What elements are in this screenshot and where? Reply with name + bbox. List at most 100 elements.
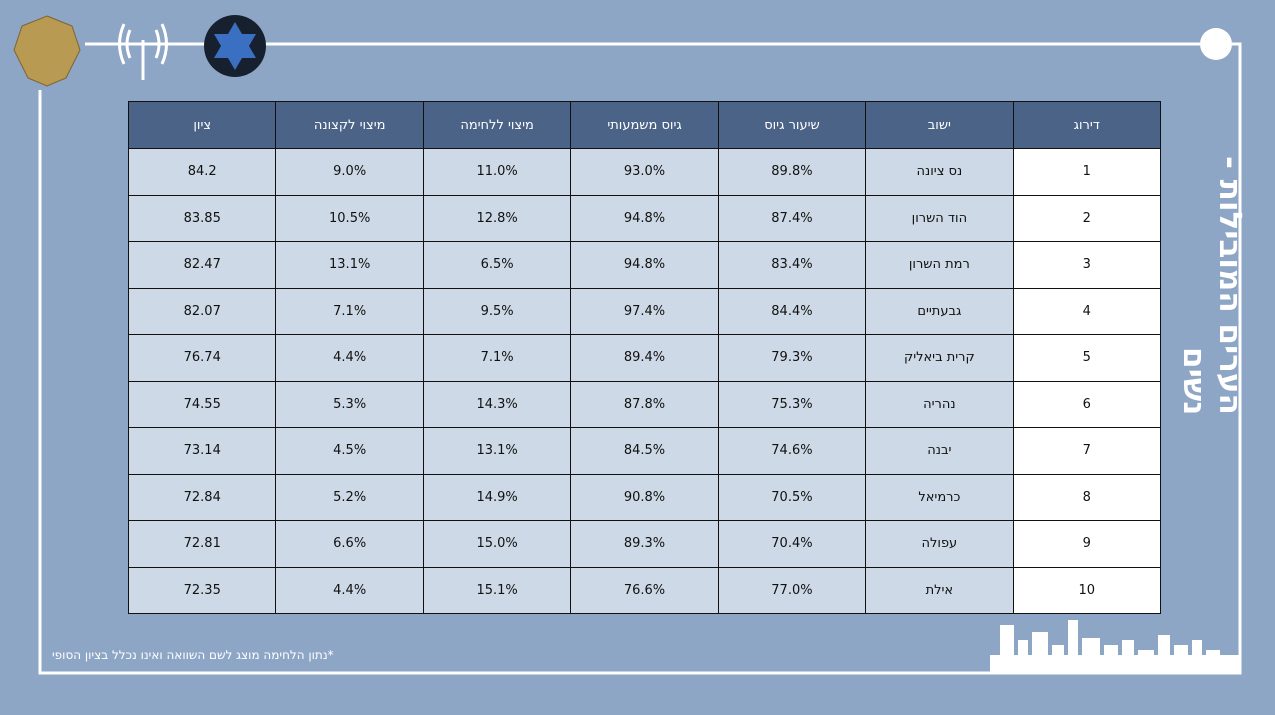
frame-dot <box>1200 28 1232 60</box>
table-cell: נהריה <box>865 380 1014 428</box>
star <box>214 22 256 70</box>
table-cell: 93.0% <box>570 148 719 196</box>
table-cell: 72.35 <box>127 566 277 614</box>
table-cell: 3 <box>1012 241 1162 289</box>
skyline <box>990 620 1240 673</box>
table-cell: 4 <box>1012 287 1162 335</box>
table-cell: 89.3% <box>570 520 719 568</box>
table-cell: 8 <box>1012 473 1162 521</box>
table-cell: 87.8% <box>570 380 719 428</box>
table-cell: 7.1% <box>422 334 572 382</box>
table-cell: הוד השרון <box>865 194 1014 242</box>
table-row: 4 גבעתיים 84.4% 97.4% 9.5% 7.1% 82.07 <box>127 287 1162 335</box>
table-cell: 70.4% <box>717 520 867 568</box>
table-cell: 14.3% <box>422 380 572 428</box>
table-cell: 9.5% <box>422 287 572 335</box>
table-cell: אילת <box>865 566 1014 614</box>
table-cell: 10.5% <box>275 194 424 242</box>
table-cell: 6.5% <box>422 241 572 289</box>
table-cell: 94.8% <box>570 194 719 242</box>
table-cell: 82.47 <box>127 241 277 289</box>
table-row: 8 כרמיאל 70.5% 90.8% 14.9% 5.2% 72.84 <box>127 473 1162 521</box>
table-cell: 15.1% <box>422 566 572 614</box>
table-cell: 84.4% <box>717 287 867 335</box>
table-cell: כרמיאל <box>865 473 1014 521</box>
table-cell: 15.0% <box>422 520 572 568</box>
footnote: *נתון הלחימה מוצג לשם השוואה ואינו נכלל … <box>52 648 334 662</box>
table-cell: 94.8% <box>570 241 719 289</box>
column-header: מיצוי ללחימה <box>422 101 572 149</box>
table-cell: 7 <box>1012 427 1162 475</box>
table-cell: 4.4% <box>275 566 424 614</box>
table-cell: 79.3% <box>717 334 867 382</box>
table-cell: 5 <box>1012 334 1162 382</box>
column-header: גיוס משמעותי <box>570 101 719 149</box>
table-cell: 84.5% <box>570 427 719 475</box>
column-header: שיעור גיוס <box>717 101 867 149</box>
table-cell: קרית ביאליק <box>865 334 1014 382</box>
table-cell: 72.84 <box>127 473 277 521</box>
table-cell: 90.8% <box>570 473 719 521</box>
table-cell: 97.4% <box>570 287 719 335</box>
table-cell: 83.4% <box>717 241 867 289</box>
table-cell: 6.6% <box>275 520 424 568</box>
table-cell: 10 <box>1012 566 1162 614</box>
table-cell: 76.6% <box>570 566 719 614</box>
column-header: דירוג <box>1012 101 1162 149</box>
table-body: 1 נס ציונה 89.8% 93.0% 11.0% 9.0% 84.2 2 הוד השר… <box>127 148 1162 614</box>
table-cell: 1 <box>1012 148 1162 196</box>
table-cell: יבנה <box>865 427 1014 475</box>
table-cell: 9 <box>1012 520 1162 568</box>
table-cell: 89.8% <box>717 148 867 196</box>
table-cell: 14.9% <box>422 473 572 521</box>
table-cell: 6 <box>1012 380 1162 428</box>
table-cell: 87.4% <box>717 194 867 242</box>
table-cell: 77.0% <box>717 566 867 614</box>
table-cell: 2 <box>1012 194 1162 242</box>
table-row: 9 עפולה 70.4% 89.3% 15.0% 6.6% 72.81 <box>127 520 1162 568</box>
table-cell: גבעתיים <box>865 287 1014 335</box>
table-cell: 73.14 <box>127 427 277 475</box>
table-cell: עפולה <box>865 520 1014 568</box>
idf-logo <box>13 15 81 87</box>
header-row: דירוג ישוב שיעור גיוס גיוס משמעותי מיצוי ללח… <box>127 101 1162 149</box>
column-header: ציון <box>127 101 277 149</box>
table-cell: 72.81 <box>127 520 277 568</box>
table-cell: 4.4% <box>275 334 424 382</box>
table-cell: 76.74 <box>127 334 277 382</box>
table-cell: 75.3% <box>717 380 867 428</box>
table-cell: 70.5% <box>717 473 867 521</box>
table-cell: 5.3% <box>275 380 424 428</box>
table-cell: 84.2 <box>127 148 277 196</box>
ranking-table: דירוג ישוב שיעור גיוס גיוס משמעותי מיצוי ללח… <box>127 101 1162 614</box>
table-row: 7 יבנה 74.6% 84.5% 13.1% 4.5% 73.14 <box>127 427 1162 475</box>
table-cell: 7.1% <box>275 287 424 335</box>
radio-logo <box>118 23 168 80</box>
table-row: 2 הוד השרון 87.4% 94.8% 12.8% 10.5% 83.85 <box>127 194 1162 242</box>
table-cell: 9.0% <box>275 148 424 196</box>
table-cell: רמת השרון <box>865 241 1014 289</box>
table-cell: 12.8% <box>422 194 572 242</box>
table-cell: 83.85 <box>127 194 277 242</box>
table-cell: 82.07 <box>127 287 277 335</box>
table-row: 3 רמת השרון 83.4% 94.8% 6.5% 13.1% 82.47 <box>127 241 1162 289</box>
column-header: ישוב <box>865 101 1014 149</box>
table-cell: 74.6% <box>717 427 867 475</box>
title: הערים המובילות - נשים <box>1176 156 1248 415</box>
table-row: 10 אילת 77.0% 76.6% 15.1% 4.4% 72.35 <box>127 566 1162 614</box>
table-row: 1 נס ציונה 89.8% 93.0% 11.0% 9.0% 84.2 <box>127 148 1162 196</box>
table-row: 5 קרית ביאליק 79.3% 89.4% 7.1% 4.4% 76.74 <box>127 334 1162 382</box>
table-cell: נס ציונה <box>865 148 1014 196</box>
table-row: 6 נהריה 75.3% 87.8% 14.3% 5.3% 74.55 <box>127 380 1162 428</box>
table-cell: 4.5% <box>275 427 424 475</box>
column-header: מיצוי לקצונה <box>275 101 424 149</box>
table-cell: 13.1% <box>275 241 424 289</box>
table-cell: 13.1% <box>422 427 572 475</box>
table-cell: 89.4% <box>570 334 719 382</box>
table-cell: 5.2% <box>275 473 424 521</box>
table-cell: 74.55 <box>127 380 277 428</box>
table-cell: 11.0% <box>422 148 572 196</box>
